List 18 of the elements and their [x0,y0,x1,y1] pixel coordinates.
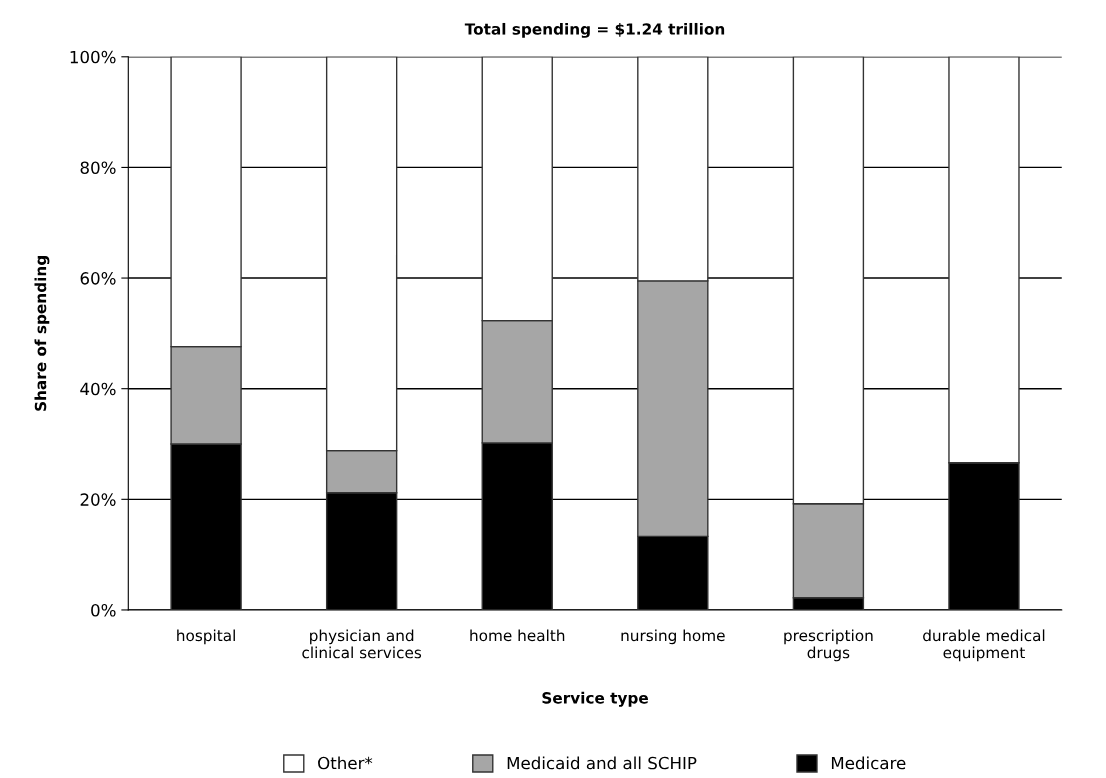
x-tick-label: home health [470,629,565,642]
y-tick-label: 40% [80,382,116,396]
legend-label: Medicare [831,756,906,770]
x-tick-label: prescription drugs [784,629,873,662]
y-tick-label: 60% [80,272,116,285]
legend-label: Other* [318,756,373,770]
x-axis-title: Service type [542,691,648,707]
chart-title: Total spending = $1.24 trillion [464,22,725,38]
y-tick-label: 20% [80,493,116,506]
y-tick-label: 0% [91,603,116,617]
x-tick-label: physician and clinical services [302,629,422,659]
x-tick-label: durable medical equipment [923,629,1045,662]
x-tick-label: hospital [177,629,235,645]
x-tick-label: nursing home [621,629,725,645]
legend-label: Medicaid and all SCHIP [507,756,697,770]
y-tick-label: 100% [70,50,116,64]
y-tick-label: 80% [80,161,116,174]
y-axis-title: Share of spending [34,256,50,411]
